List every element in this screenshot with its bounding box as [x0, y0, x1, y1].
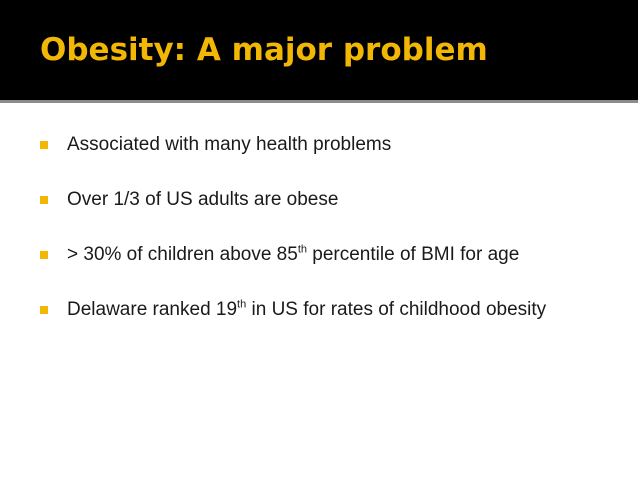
bullet-item: Delaware ranked 19th in US for rates of … [40, 297, 620, 323]
square-bullet-icon [40, 196, 48, 204]
bullet-text-after: in US for rates of childhood obesity [246, 299, 547, 320]
bullet-text-before: > 30% of children above 85 [67, 244, 298, 265]
ordinal-suffix: th [237, 298, 247, 311]
bullet-item: Associated with many health problems [40, 132, 620, 158]
title-divider [0, 100, 638, 103]
bullet-text-before: Delaware ranked 19 [67, 299, 238, 320]
bullet-text-after: percentile of BMI for age [307, 244, 520, 265]
square-bullet-icon [40, 251, 48, 259]
title-bar: Obesity: A major problem [0, 0, 638, 100]
bullet-list: Associated with many health problems Ove… [40, 132, 620, 352]
bullet-text: Over 1/3 of US adults are obese [67, 189, 339, 210]
bullet-text: Associated with many health problems [67, 134, 392, 155]
bullet-item: Over 1/3 of US adults are obese [40, 187, 620, 213]
square-bullet-icon [40, 141, 48, 149]
slide-title: Obesity: A major problem [40, 32, 488, 68]
square-bullet-icon [40, 306, 48, 314]
ordinal-suffix: th [297, 243, 307, 256]
bullet-item: > 30% of children above 85th percentile … [40, 242, 620, 268]
